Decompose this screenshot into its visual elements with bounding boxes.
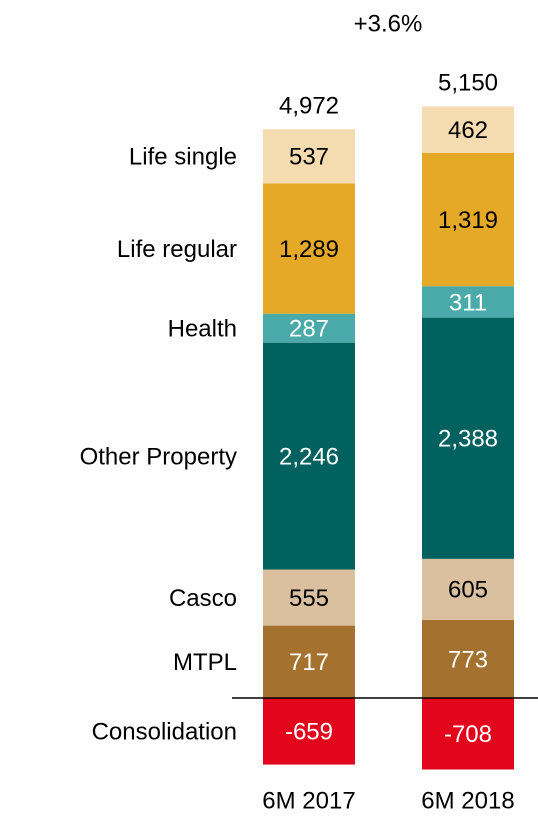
bar-segment <box>263 342 355 570</box>
bar-segment <box>422 558 514 620</box>
legend-label: Life regular <box>117 236 237 263</box>
legend-label: Life single <box>129 144 237 171</box>
value-label: 717 <box>289 649 329 676</box>
bar-segment <box>263 698 355 765</box>
value-label: 287 <box>289 316 329 343</box>
value-label: 462 <box>448 117 488 144</box>
legend-label: Casco <box>169 585 237 612</box>
legend-label: MTPL <box>173 649 237 676</box>
value-label: 2,246 <box>279 443 339 470</box>
value-label: 1,289 <box>279 236 339 263</box>
value-label: 605 <box>448 577 488 604</box>
value-label: 555 <box>289 585 329 612</box>
total-label: 4,972 <box>279 93 339 120</box>
value-label: 311 <box>449 289 487 316</box>
bar-segment <box>422 698 514 770</box>
x-tick-label: 6M 2017 <box>262 787 355 814</box>
bar-segment <box>422 286 514 318</box>
bar-segment <box>422 106 514 154</box>
value-label: -708 <box>444 721 492 748</box>
value-label: 2,388 <box>438 426 498 453</box>
bar-segment <box>263 129 355 184</box>
bar-segment <box>422 619 514 698</box>
value-label: 1,319 <box>438 207 498 234</box>
bar-segment <box>422 153 514 287</box>
bar-segment <box>263 183 355 314</box>
value-label: -659 <box>285 719 333 746</box>
bar-segment <box>263 625 355 698</box>
value-label: 773 <box>448 646 488 673</box>
legend-label: Other Property <box>80 443 237 470</box>
annotation: +3.6% <box>354 10 423 37</box>
x-tick-label: 6M 2018 <box>421 787 514 814</box>
legend-label: Consolidation <box>92 719 237 746</box>
value-label: 537 <box>289 144 329 171</box>
bar-segment <box>263 313 355 343</box>
total-label: 5,150 <box>438 70 498 97</box>
legend-label: Health <box>168 316 237 343</box>
bar-segment <box>263 569 355 626</box>
bar-segment <box>422 317 514 559</box>
